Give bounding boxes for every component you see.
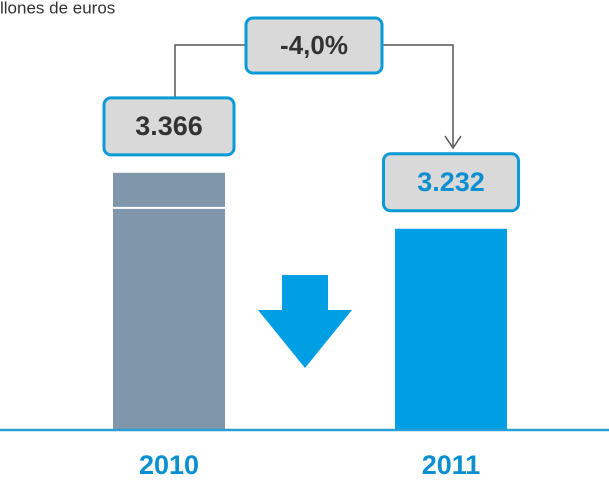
chart-title: llones de euros xyxy=(0,0,115,17)
change-label: -4,0% xyxy=(280,30,348,60)
change-box xyxy=(244,16,384,75)
x-tick-label: 2010 xyxy=(139,450,199,480)
bar xyxy=(395,228,507,430)
connector xyxy=(174,44,246,97)
value-box xyxy=(102,96,236,157)
value-label: 3.366 xyxy=(135,111,203,141)
value-box xyxy=(382,152,520,213)
arrow-head xyxy=(444,135,462,150)
value-label: 3.232 xyxy=(417,167,485,197)
bar xyxy=(113,172,225,430)
x-tick-label: 2011 xyxy=(422,450,481,480)
connector xyxy=(382,44,454,146)
down-arrow xyxy=(258,275,352,368)
